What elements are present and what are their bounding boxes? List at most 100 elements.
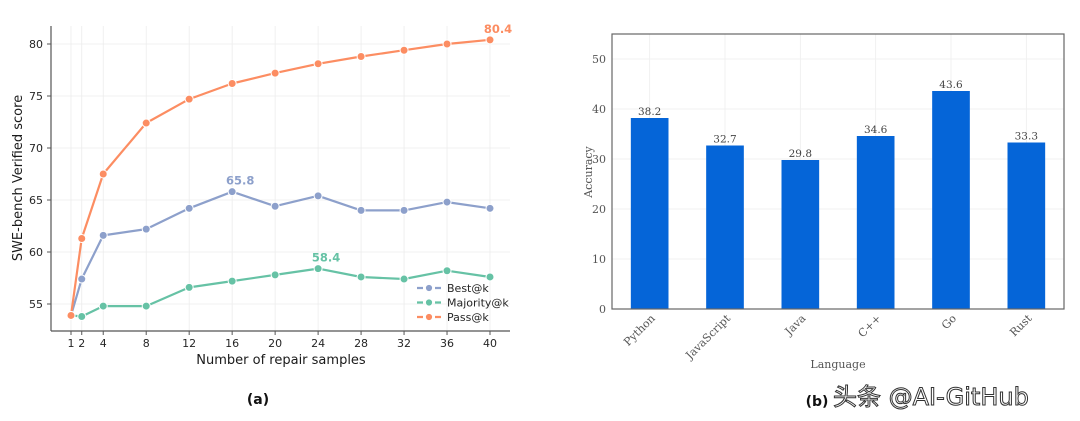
bar-javascript xyxy=(706,145,744,309)
data-point-majority-k xyxy=(313,264,323,274)
x-tick-label: 32 xyxy=(397,337,411,350)
x-tick-label: Rust xyxy=(1007,312,1035,340)
x-tick-label: C++ xyxy=(856,312,884,340)
x-axis-label: Number of repair samples xyxy=(196,353,366,368)
y-tick-label: 10 xyxy=(592,253,606,266)
data-point-best-k xyxy=(98,230,108,240)
data-point-best-k xyxy=(141,224,151,234)
bar-value-label: 43.6 xyxy=(939,79,963,91)
y-tick-label: 40 xyxy=(592,103,606,116)
legend-label-best-k: Best@k xyxy=(447,282,489,295)
x-tick-label: 36 xyxy=(440,337,454,350)
data-point-best-k xyxy=(77,274,87,284)
data-point-pass-k xyxy=(313,59,323,69)
data-point-majority-k xyxy=(227,276,237,286)
x-tick-label: 1 xyxy=(68,337,75,350)
data-point-pass-k xyxy=(485,35,495,45)
series-line-best-k xyxy=(69,190,491,316)
data-point-majority-k xyxy=(77,311,87,321)
data-point-pass-k xyxy=(141,118,151,128)
annotations: 65.8 58.4 80.4 xyxy=(226,22,512,265)
y-tick-label: 75 xyxy=(29,90,43,103)
data-point-pass-k xyxy=(66,310,76,320)
data-point-pass-k xyxy=(442,39,452,49)
panel-a-caption: (a) xyxy=(247,392,269,408)
series-lines xyxy=(69,38,491,318)
data-point-majority-k xyxy=(485,272,495,282)
data-point-best-k xyxy=(227,187,237,197)
data-point-majority-k xyxy=(356,272,366,282)
data-point-best-k xyxy=(485,203,495,213)
data-point-best-k xyxy=(184,203,194,213)
bar-java xyxy=(781,160,820,309)
plot-frame xyxy=(611,33,1065,310)
data-point-best-k xyxy=(313,191,323,201)
data-point-pass-k xyxy=(399,45,409,55)
annotation-majority-k: 58.4 xyxy=(312,251,340,265)
bar-value-label: 33.3 xyxy=(1015,131,1038,143)
data-point-pass-k xyxy=(270,68,280,78)
x-tick-label: 2 xyxy=(78,337,85,350)
grid-lines xyxy=(51,26,510,331)
y-tick-label: 55 xyxy=(29,298,43,311)
bar-value-label: 34.6 xyxy=(864,124,888,136)
y-tick-labels: 0 10 20 30 40 50 xyxy=(592,53,606,316)
annotation-best-k: 65.8 xyxy=(226,174,254,188)
y-tick-label: 20 xyxy=(592,203,606,216)
x-tick-label: 16 xyxy=(225,337,239,350)
data-point-best-k xyxy=(270,201,280,211)
data-point-majority-k xyxy=(270,270,280,280)
x-tick-label: 8 xyxy=(143,337,150,350)
y-tick-label: 80 xyxy=(29,38,43,51)
x-tick-labels: 1 2 4 8 12 16 20 24 28 32 36 40 xyxy=(68,331,497,350)
data-point-majority-k xyxy=(98,301,108,311)
x-tick-label: 40 xyxy=(483,337,497,350)
y-axis-label: Accuracy xyxy=(582,145,595,198)
y-tick-label: 65 xyxy=(29,194,43,207)
x-axis-label: Language xyxy=(810,358,865,371)
x-tick-label: 20 xyxy=(268,337,282,350)
bar-cpp xyxy=(856,136,895,309)
x-tick-labels: Python JavaScript Java C++ Go Rust xyxy=(621,312,1035,363)
y-tick-labels: 55 60 65 70 75 80 xyxy=(29,38,51,311)
legend-label-pass-k: Pass@k xyxy=(447,311,489,324)
data-point-pass-k xyxy=(184,94,194,104)
x-tick-label: Go xyxy=(939,312,959,332)
x-tick-label: 28 xyxy=(354,337,368,350)
y-tick-label: 70 xyxy=(29,142,43,155)
data-point-best-k xyxy=(399,205,409,215)
x-tick-label: JavaScript xyxy=(682,312,733,363)
bars xyxy=(630,91,1046,309)
bar-go xyxy=(932,91,970,309)
watermark: 头条 @AI-GitHub xyxy=(833,383,1029,411)
series-line-majority-k xyxy=(70,267,491,318)
bar-value-label: 38.2 xyxy=(638,106,661,118)
bar-value-label: 29.8 xyxy=(789,148,812,160)
data-point-majority-k xyxy=(442,266,452,276)
legend-marker-pass-k xyxy=(425,313,433,321)
data-point-majority-k xyxy=(184,282,194,292)
bar-python xyxy=(630,118,669,309)
legend-marker-majority-k xyxy=(425,298,433,307)
grid-lines xyxy=(612,34,1064,310)
bar-rust xyxy=(1007,142,1046,309)
y-tick-label: 30 xyxy=(592,153,606,166)
series-line-pass-k xyxy=(69,38,491,316)
data-point-pass-k xyxy=(356,51,366,61)
data-point-pass-k xyxy=(77,233,87,243)
data-point-best-k xyxy=(356,205,366,215)
x-tick-label: Python xyxy=(621,312,658,349)
data-point-pass-k xyxy=(227,79,237,89)
x-tick-label: 4 xyxy=(100,337,107,350)
x-tick-label: Java xyxy=(782,312,809,339)
data-point-best-k xyxy=(442,197,452,207)
legend-marker-best-k xyxy=(425,284,433,292)
bar-value-label: 32.7 xyxy=(713,134,736,146)
bar-value-labels: 38.2 32.7 29.8 34.6 43.6 33.3 xyxy=(638,79,1038,160)
y-tick-label: 0 xyxy=(599,303,606,316)
panel-b-caption: (b) xyxy=(806,394,829,410)
y-tick-label: 50 xyxy=(592,53,606,66)
